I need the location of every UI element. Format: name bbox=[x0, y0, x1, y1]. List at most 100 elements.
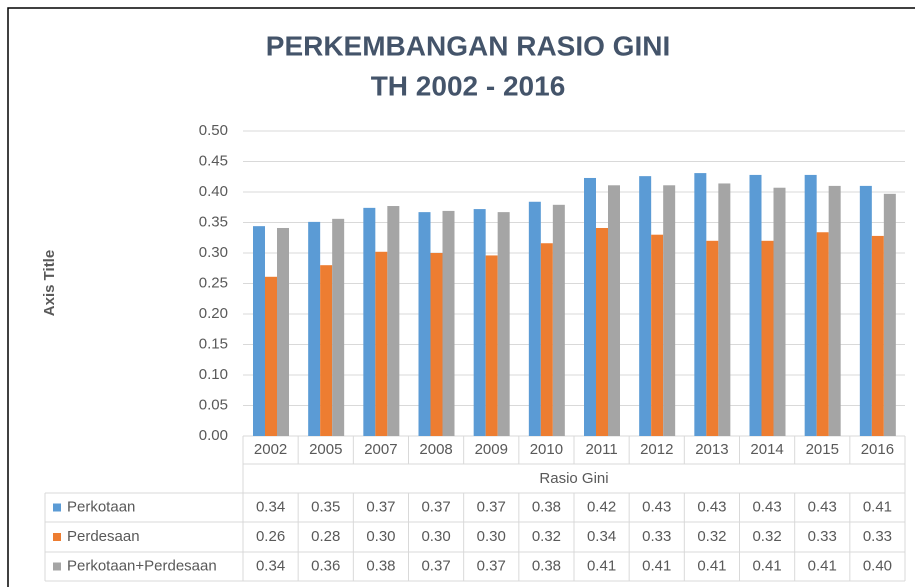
table-value: 0.41 bbox=[642, 557, 671, 574]
bar bbox=[497, 212, 510, 436]
y-tick-label: 0.35 bbox=[199, 213, 228, 230]
table-value: 0.33 bbox=[642, 528, 671, 545]
bar bbox=[528, 201, 541, 436]
legend-swatch bbox=[53, 562, 61, 571]
bar bbox=[828, 185, 841, 436]
table-value: 0.41 bbox=[752, 557, 781, 574]
bar bbox=[430, 253, 443, 436]
y-tick-label: 0.05 bbox=[199, 396, 228, 413]
table-value: 0.38 bbox=[366, 557, 395, 574]
bar bbox=[639, 176, 652, 436]
bar bbox=[663, 185, 676, 436]
bar bbox=[332, 218, 345, 436]
x-tick-label: 2011 bbox=[585, 441, 617, 458]
table-value: 0.32 bbox=[752, 528, 781, 545]
x-tick-label: 2016 bbox=[861, 441, 894, 458]
y-tick-label: 0.40 bbox=[199, 183, 228, 200]
bar bbox=[473, 209, 486, 436]
legend-label: Perkotaan bbox=[67, 498, 135, 515]
table-value: 0.41 bbox=[863, 498, 892, 515]
x-tick-label: 2008 bbox=[419, 441, 452, 458]
bar bbox=[651, 234, 664, 436]
bar bbox=[253, 226, 265, 436]
bar bbox=[387, 206, 400, 436]
table-value: 0.37 bbox=[421, 498, 450, 515]
bar bbox=[308, 221, 321, 436]
table-value: 0.40 bbox=[863, 557, 892, 574]
table-value: 0.30 bbox=[421, 528, 450, 545]
bar bbox=[320, 265, 333, 436]
x-axis-title: Rasio Gini bbox=[539, 470, 608, 487]
table-value: 0.43 bbox=[752, 498, 781, 515]
bar bbox=[718, 183, 731, 436]
bar bbox=[883, 193, 896, 436]
table-value: 0.26 bbox=[256, 528, 285, 545]
x-tick-label: 2014 bbox=[750, 441, 783, 458]
table-value: 0.41 bbox=[587, 557, 616, 574]
y-tick-label: 0.15 bbox=[199, 335, 228, 352]
bar bbox=[265, 276, 277, 436]
table-value: 0.43 bbox=[642, 498, 671, 515]
bar bbox=[552, 204, 565, 436]
bar bbox=[375, 251, 388, 436]
bar bbox=[749, 174, 762, 437]
chart-title: PERKEMBANGAN RASIO GINI bbox=[266, 30, 670, 61]
y-tick-label: 0.25 bbox=[199, 274, 228, 291]
table-value: 0.35 bbox=[311, 498, 340, 515]
table-value: 0.34 bbox=[256, 498, 285, 515]
table-value: 0.33 bbox=[808, 528, 837, 545]
x-tick-label: 2012 bbox=[640, 441, 673, 458]
x-tick-label: 2007 bbox=[364, 441, 397, 458]
bar bbox=[706, 240, 719, 436]
y-tick-label: 0.10 bbox=[199, 366, 228, 383]
table-value: 0.33 bbox=[863, 528, 892, 545]
bar bbox=[277, 227, 289, 436]
bar bbox=[773, 187, 786, 436]
table-value: 0.38 bbox=[532, 498, 561, 515]
bar bbox=[596, 227, 608, 436]
x-tick-label: 2002 bbox=[254, 441, 287, 458]
bar bbox=[859, 185, 872, 436]
bar bbox=[804, 174, 817, 437]
bar bbox=[584, 177, 596, 436]
legend-label: Perdesaan bbox=[67, 528, 140, 545]
chart-title: TH 2002 - 2016 bbox=[371, 70, 566, 101]
bar bbox=[608, 185, 620, 436]
y-tick-label: 0.45 bbox=[199, 152, 228, 169]
legend-label: Perkotaan+Perdesaan bbox=[67, 557, 217, 574]
table-value: 0.37 bbox=[421, 557, 450, 574]
bar bbox=[871, 235, 884, 436]
table-value: 0.41 bbox=[697, 557, 726, 574]
table-value: 0.41 bbox=[808, 557, 837, 574]
table-value: 0.32 bbox=[532, 528, 561, 545]
bar bbox=[418, 212, 431, 436]
table-value: 0.37 bbox=[477, 498, 506, 515]
table-value: 0.42 bbox=[587, 498, 616, 515]
bar bbox=[442, 210, 455, 436]
table-value: 0.34 bbox=[587, 528, 616, 545]
bar bbox=[816, 232, 829, 436]
y-tick-label: 0.50 bbox=[199, 122, 228, 139]
y-tick-label: 0.30 bbox=[199, 244, 228, 261]
legend-swatch bbox=[53, 503, 61, 512]
table-value: 0.28 bbox=[311, 528, 340, 545]
bar bbox=[363, 207, 376, 436]
bar bbox=[540, 243, 553, 436]
table-value: 0.34 bbox=[256, 557, 285, 574]
y-tick-label: 0.00 bbox=[199, 427, 228, 444]
table-value: 0.37 bbox=[366, 498, 395, 515]
table-value: 0.32 bbox=[697, 528, 726, 545]
y-tick-label: 0.20 bbox=[199, 305, 228, 322]
table-value: 0.36 bbox=[311, 557, 340, 574]
table-value: 0.43 bbox=[808, 498, 837, 515]
table-value: 0.38 bbox=[532, 557, 561, 574]
table-value: 0.30 bbox=[366, 528, 395, 545]
y-axis-title: Axis Title bbox=[41, 250, 58, 316]
legend-swatch bbox=[53, 533, 61, 541]
table-value: 0.30 bbox=[477, 528, 506, 545]
x-tick-label: 2015 bbox=[806, 441, 839, 458]
x-tick-label: 2013 bbox=[695, 441, 728, 458]
table-value: 0.37 bbox=[477, 557, 506, 574]
bar bbox=[761, 240, 774, 436]
